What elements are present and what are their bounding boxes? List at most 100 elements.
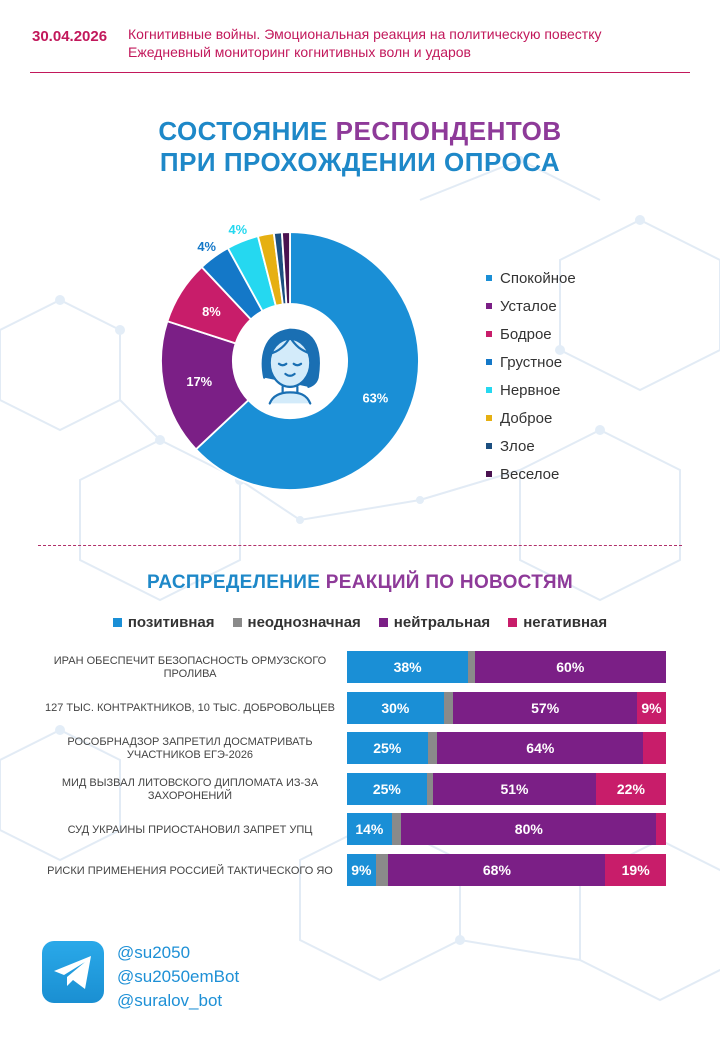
bar-legend-swatch: [378, 618, 388, 627]
stacked-bar: 25% 64%: [347, 732, 666, 765]
legend-label: Злое: [500, 437, 535, 455]
section-divider: [38, 545, 682, 546]
legend-label: Доброе: [500, 409, 553, 427]
bar-segment-негативная: [643, 732, 666, 765]
bar-segment-нейтральная: 64%: [437, 732, 644, 765]
legend-swatch: [486, 359, 492, 365]
legend-swatch: [486, 331, 492, 337]
contact-handles: @su2050 @su2050emBot @suralov_bot: [117, 941, 239, 1013]
legend-label: Грустное: [500, 353, 563, 371]
donut-data-label-2: 8%: [202, 304, 221, 319]
legend-label: Веселое: [500, 465, 560, 483]
stacked-bar: 25% 51% 22%: [347, 772, 666, 805]
bar-segment-неоднозначная: [468, 651, 475, 683]
bar-category-label: 127 тыс. контрактников, 10 тыс. добровол…: [45, 702, 335, 715]
legend-swatch: [486, 443, 492, 449]
bar-legend-item-3: негативная: [508, 614, 607, 631]
bar-segment-негативная: 19%: [605, 854, 666, 886]
chart-title-word-2: РЕСПОНДЕНТОВ: [335, 116, 562, 146]
bar-legend-item-2: нейтральная: [378, 614, 491, 631]
report-subtitle-line-1: Когнитивные войны. Эмоциональная реакция…: [128, 26, 602, 42]
handle-link-3[interactable]: @suralov_bot: [117, 991, 223, 1010]
bar-segment-нейтральная: 60%: [474, 651, 666, 683]
legend-item-3: Грустное: [486, 348, 576, 376]
bar-segment-негативная: 22%: [595, 772, 666, 805]
chart-title-word-1: СОСТОЯНИЕ: [158, 116, 328, 146]
bar-legend-label: позитивная: [127, 614, 215, 631]
report-header: 30.04.2026 Когнитивные войны. Эмоциональ…: [30, 24, 690, 73]
stacked-bar: 38% 60%: [347, 651, 666, 683]
legend-item-1: Усталое: [486, 292, 576, 320]
bar-segment-нейтральная: 68%: [388, 854, 606, 886]
legend-item-6: Злое: [486, 432, 576, 460]
bar-category-label: Суд Украины приостановил запрет УПЦ: [67, 823, 313, 836]
donut-data-label-3: 4%: [197, 239, 216, 254]
bar-segment-негативная: [656, 813, 666, 846]
legend-label: Спокойное: [500, 269, 576, 287]
chart-title-line-2: ПРИ ПРОХОЖДЕНИИ ОПРОСА: [159, 147, 561, 177]
bar-segment-неоднозначная: [426, 772, 434, 805]
bar-segment-позитивная: 25%: [347, 732, 428, 765]
bar-chart-title: РАСПРЕДЕЛЕНИЕ РЕАКЦИЙ ПО НОВОСТЯМ: [0, 572, 720, 594]
bar-row-2: Рособрнадзор запретил досматривать участ…: [0, 732, 720, 766]
bar-row-3: МИД вызвал литовского дипломата из-за за…: [0, 772, 720, 807]
handle-link-1[interactable]: @su2050: [117, 943, 191, 962]
donut-data-label-1: 17%: [186, 374, 212, 389]
legend-label: Нервное: [500, 381, 561, 399]
bar-segment-позитивная: 25%: [347, 772, 427, 805]
telegram-icon[interactable]: [42, 941, 104, 1003]
bar-row-0: Иран обеспечит безопасность Ормузского п…: [0, 651, 720, 685]
bar-category-label: Риски применения Россией тактического ЯО: [47, 864, 333, 877]
donut-legend: Спокойное Усталое Бодрое Грустное Нервное Доб…: [486, 264, 576, 488]
bar-legend-swatch: [232, 618, 242, 627]
bar-legend-item-1: неоднозначная: [232, 614, 361, 631]
legend-label: Бодрое: [500, 325, 552, 343]
legend-item-5: Доброе: [486, 404, 576, 432]
bar-legend-item-0: позитивная: [112, 614, 215, 631]
legend-label: Усталое: [500, 297, 557, 315]
legend-swatch: [486, 275, 492, 281]
bar-legend-swatch: [112, 618, 122, 627]
legend-swatch: [486, 415, 492, 421]
stacked-bar: 30% 57% 9%: [347, 691, 666, 724]
bar-chart-title-word-1: РАСПРЕДЕЛЕНИЕ: [147, 572, 321, 593]
legend-item-7: Веселое: [486, 460, 576, 488]
bar-chart-title-word-2: РЕАКЦИЙ ПО НОВОСТЯМ: [325, 572, 573, 593]
bar-row-1: 127 тыс. контрактников, 10 тыс. добровол…: [0, 691, 720, 726]
donut-data-label-0: 63%: [362, 391, 388, 406]
bar-segment-позитивная: 14%: [347, 813, 392, 846]
bar-segment-неоднозначная: [427, 732, 438, 765]
report-subtitle-line-2: Ежедневный мониторинг когнитивных волн и…: [128, 44, 471, 60]
bar-legend-swatch: [508, 618, 518, 627]
bar-segment-нейтральная: 51%: [433, 772, 596, 805]
bar-legend: позитивная неоднозначная нейтральная негати…: [0, 614, 720, 631]
report-date: 30.04.2026: [32, 28, 108, 45]
bar-segment-неоднозначная: [391, 813, 402, 846]
legend-item-0: Спокойное: [486, 264, 576, 292]
bar-segment-позитивная: 38%: [347, 651, 469, 683]
stacked-bar: 9% 68% 19%: [347, 854, 666, 886]
bar-segment-негативная: 9%: [636, 691, 666, 724]
bar-row-4: Суд Украины приостановил запрет УПЦ 14% 80…: [0, 813, 720, 847]
legend-swatch: [486, 387, 492, 393]
bar-legend-label: негативная: [523, 614, 608, 631]
bar-legend-label: нейтральная: [393, 614, 491, 631]
bar-category-label: Рособрнадзор запретил досматривать участ…: [67, 736, 313, 762]
donut-data-label-4: 4%: [228, 222, 247, 237]
bar-row-5: Риски применения Россией тактического ЯО…: [0, 854, 720, 888]
stacked-bar: 14% 80%: [347, 813, 666, 846]
bar-category-label: Иран обеспечит безопасность Ормузского п…: [53, 655, 327, 680]
legend-item-4: Нервное: [486, 376, 576, 404]
handle-link-2[interactable]: @su2050emBot: [117, 967, 240, 986]
bar-segment-нейтральная: 57%: [453, 691, 637, 724]
donut-chart: 63% 17% 8% 4% 4%: [160, 222, 420, 490]
legend-item-2: Бодрое: [486, 320, 576, 348]
bar-segment-нейтральная: 80%: [401, 813, 657, 846]
bar-segment-позитивная: 9%: [347, 854, 376, 886]
bar-segment-неоднозначная: [375, 854, 389, 886]
chart-title-line-1: СОСТОЯНИЕ РЕСПОНДЕНТОВ: [0, 116, 720, 147]
bar-segment-позитивная: 30%: [347, 691, 444, 724]
telegram-plane-icon: [54, 956, 91, 989]
bar-category-label: МИД вызвал литовского дипломата из-за за…: [61, 776, 319, 802]
bar-legend-label: неоднозначная: [247, 614, 361, 631]
